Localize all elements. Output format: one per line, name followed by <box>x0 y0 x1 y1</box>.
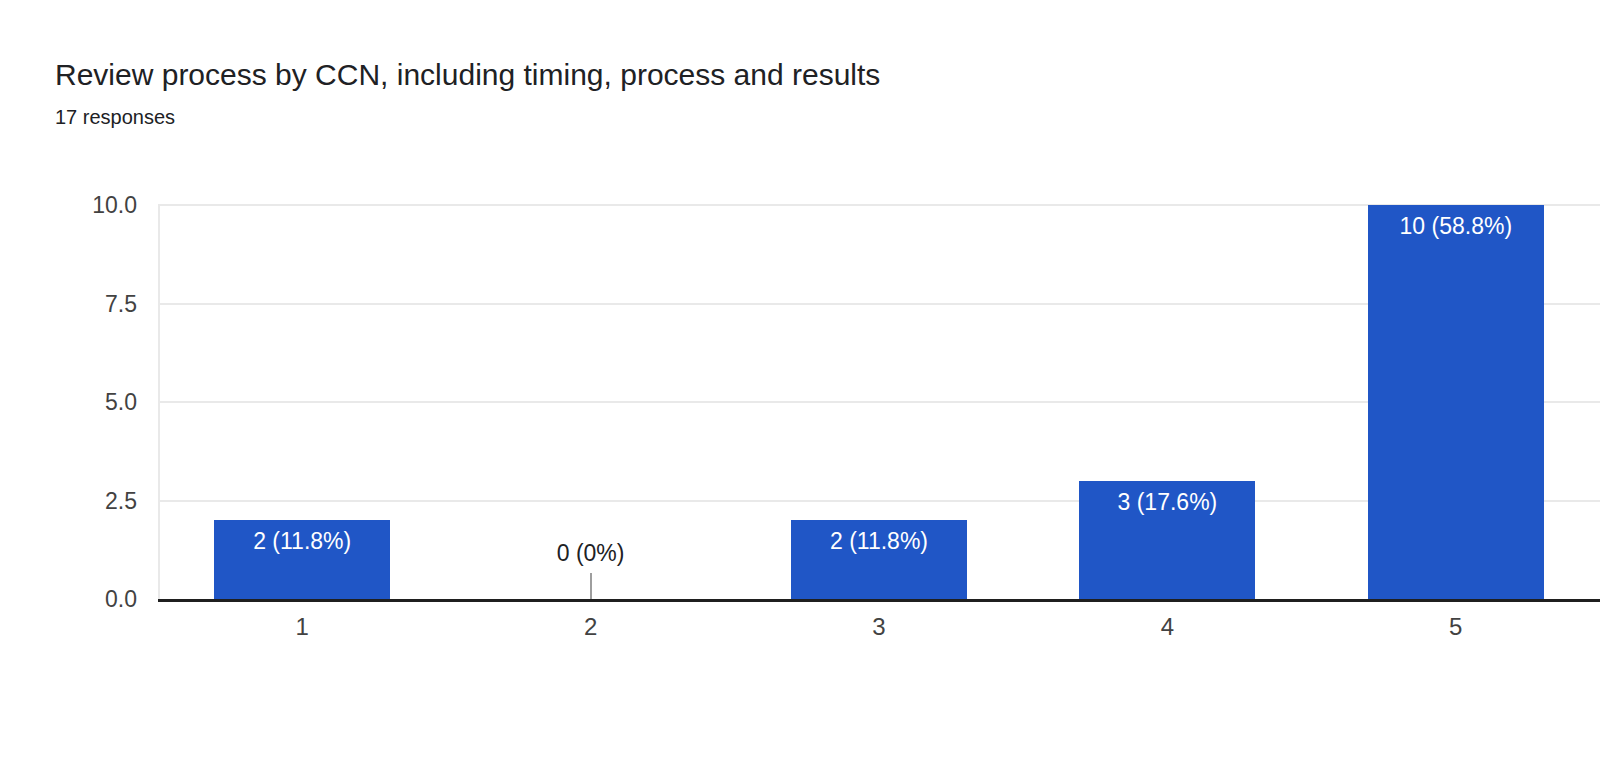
x-tick-label-4: 4 <box>1161 612 1174 642</box>
y-tick-label-2.5: 2.5 <box>0 486 137 516</box>
y-tick-label-7.5: 7.5 <box>0 289 137 319</box>
y-tick-label-10.0: 10.0 <box>0 190 137 220</box>
bar-value-label: 2 (11.8%) <box>214 528 390 555</box>
x-tick-label-3: 3 <box>872 612 885 642</box>
x-tick-label-1: 1 <box>296 612 309 642</box>
x-axis-line <box>158 599 1600 602</box>
x-tick-label-5: 5 <box>1449 612 1462 642</box>
bar-value-label: 3 (17.6%) <box>1079 489 1255 516</box>
bar-category-5[interactable]: 10 (58.8%) <box>1368 205 1544 599</box>
bar-category-3[interactable]: 2 (11.8%) <box>791 520 967 599</box>
zero-value-label: 0 (0%) <box>557 540 625 567</box>
bar-value-label: 10 (58.8%) <box>1368 213 1544 240</box>
plot-area: 2 (11.8%) 2 (11.8%) 3 (17.6%) 10 (58.8%) <box>158 205 1600 599</box>
x-tick-label-2: 2 <box>584 612 597 642</box>
y-tick-label-5.0: 5.0 <box>0 387 137 417</box>
form-response-chart-card: Review process by CCN, including timing,… <box>0 0 1600 761</box>
bar-category-4[interactable]: 3 (17.6%) <box>1079 481 1255 599</box>
bar-chart: 2 (11.8%) 2 (11.8%) 3 (17.6%) 10 (58.8%) 0.… <box>0 0 1600 761</box>
y-axis-baseline <box>158 205 160 599</box>
y-tick-label-0.0: 0.0 <box>0 584 137 614</box>
zero-value-callout-line <box>590 573 592 599</box>
bar-category-1[interactable]: 2 (11.8%) <box>214 520 390 599</box>
bar-value-label: 2 (11.8%) <box>791 528 967 555</box>
